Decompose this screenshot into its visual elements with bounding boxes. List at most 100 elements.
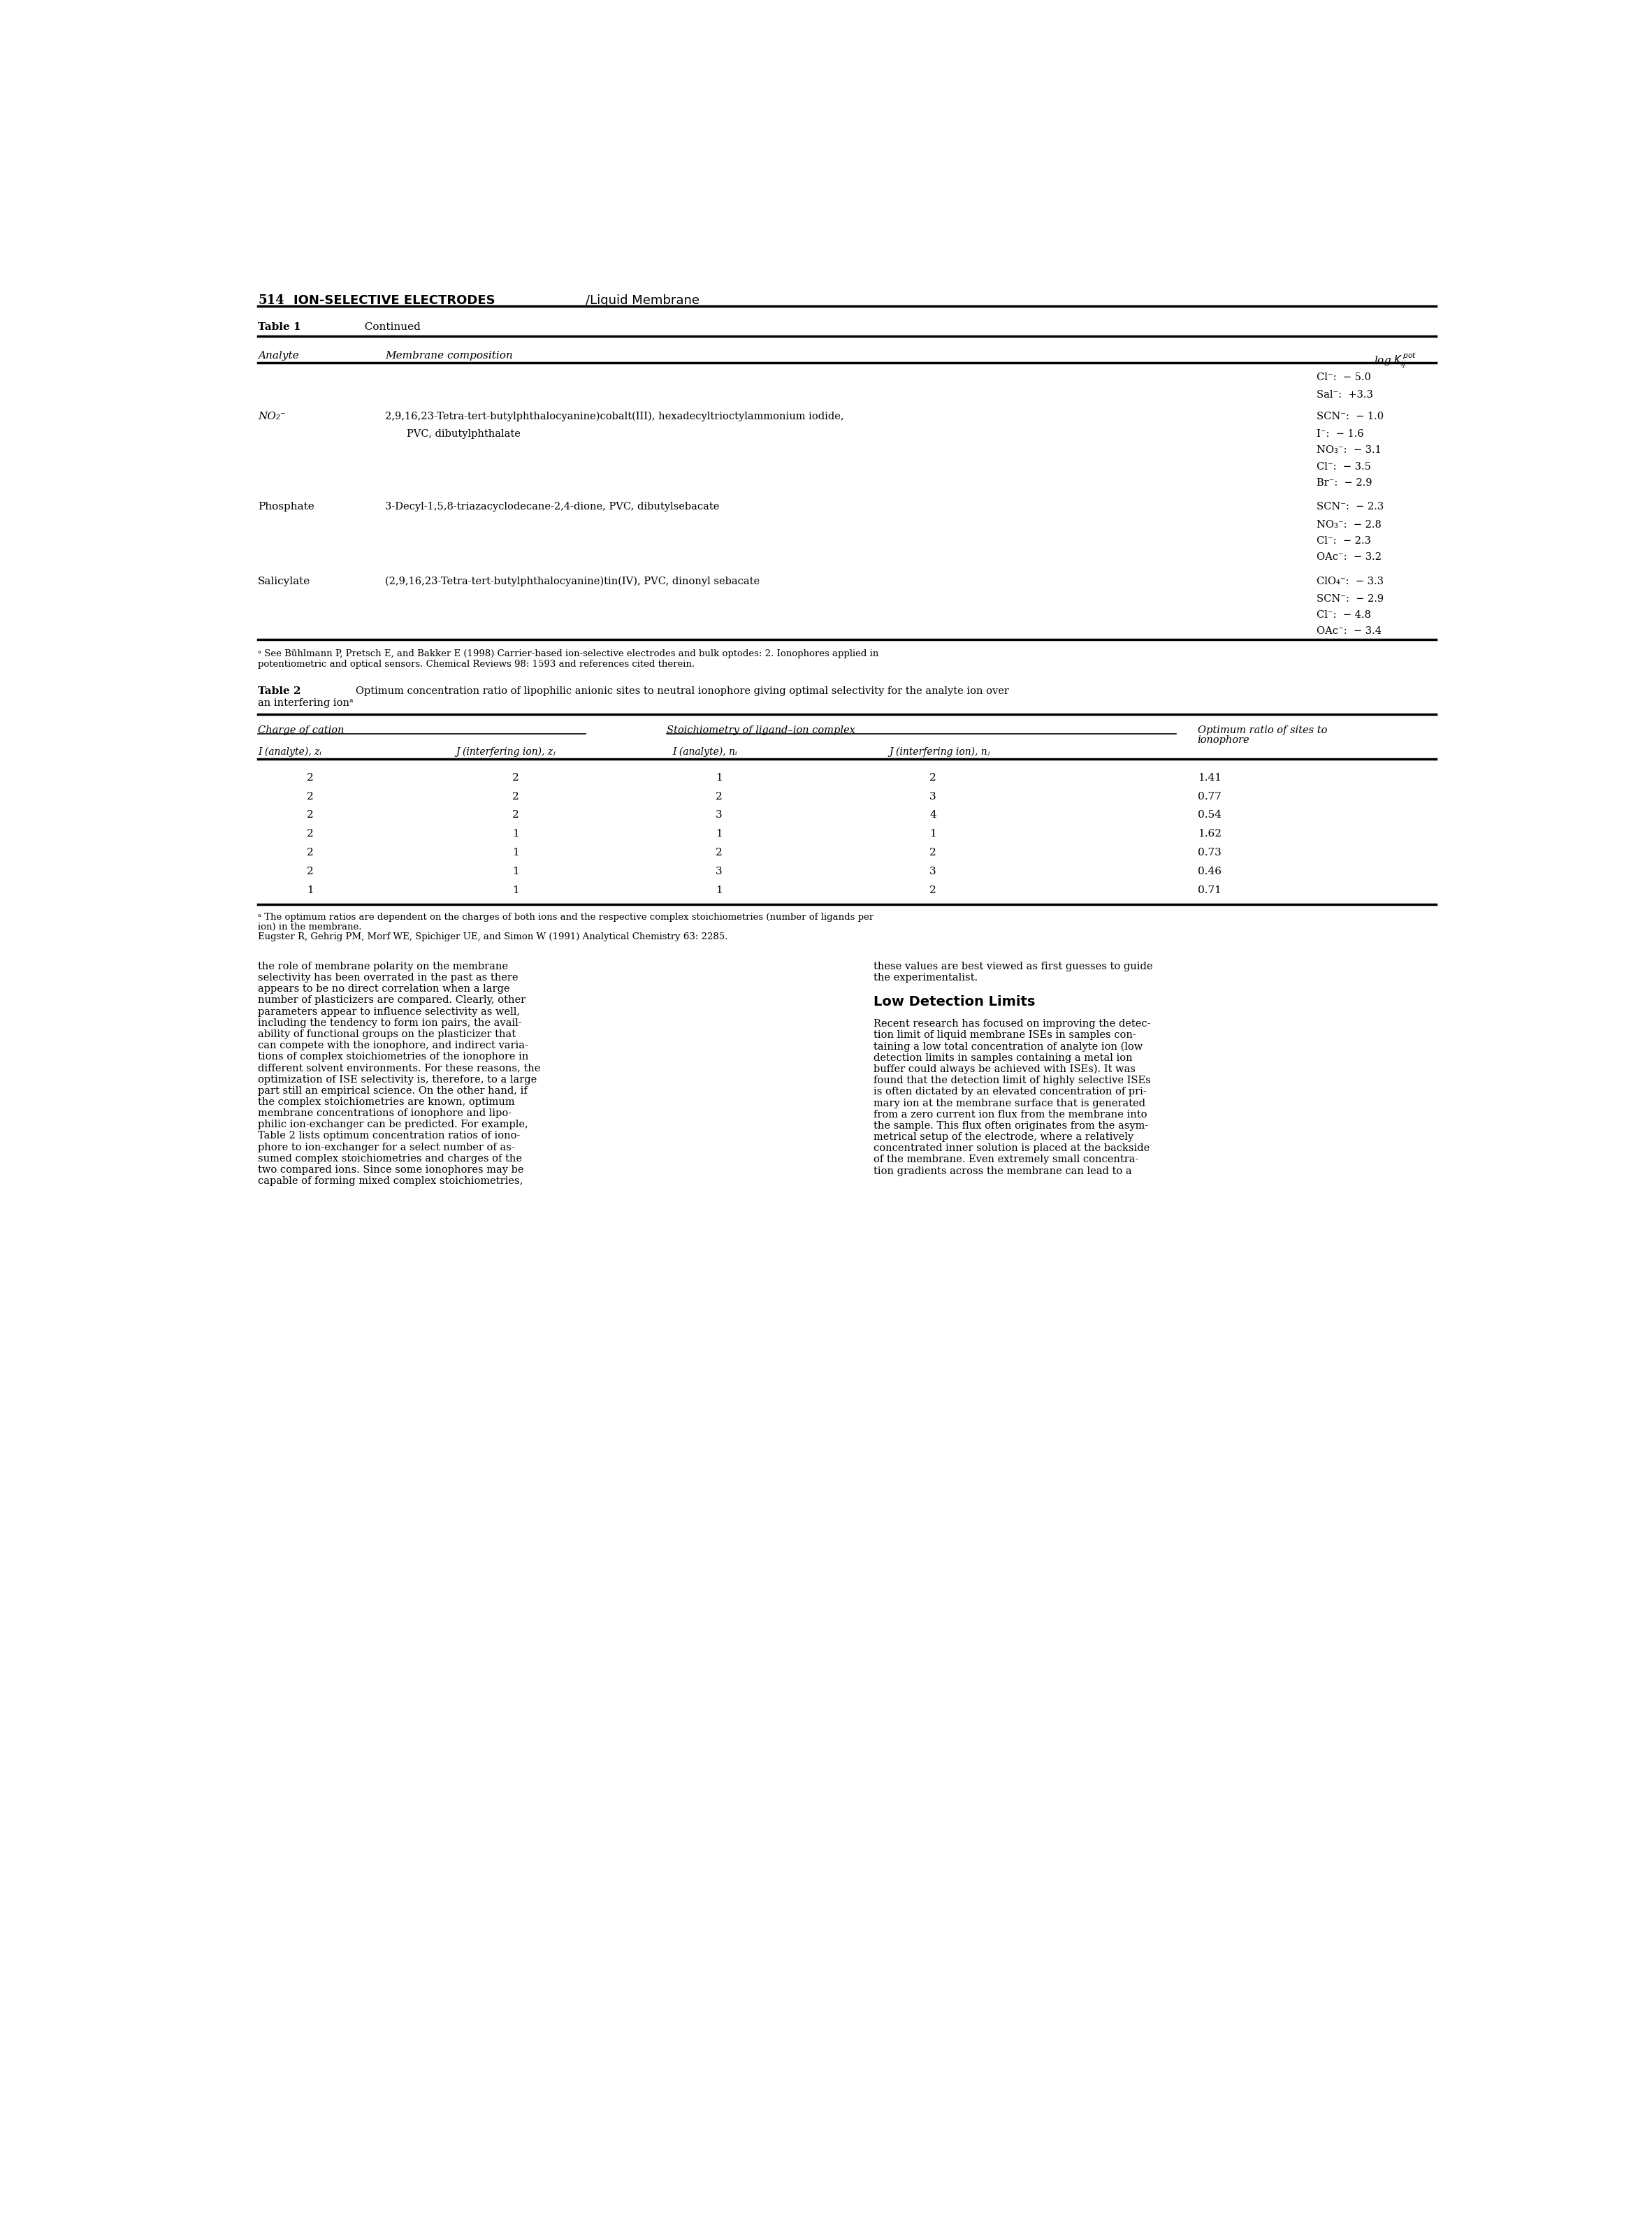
- Text: NO₂⁻: NO₂⁻: [258, 412, 286, 421]
- Text: of the membrane. Even extremely small concentra-: of the membrane. Even extremely small co…: [874, 1154, 1138, 1165]
- Text: the experimentalist.: the experimentalist.: [874, 974, 978, 983]
- Text: 2: 2: [512, 773, 519, 782]
- Text: 0.71: 0.71: [1198, 887, 1221, 896]
- Text: parameters appear to influence selectivity as well,: parameters appear to influence selectivi…: [258, 1007, 520, 1016]
- Text: detection limits in samples containing a metal ion: detection limits in samples containing a…: [874, 1054, 1133, 1063]
- Text: ION-SELECTIVE ELECTRODES: ION-SELECTIVE ELECTRODES: [292, 294, 496, 307]
- Text: two compared ions. Since some ionophores may be: two compared ions. Since some ionophores…: [258, 1165, 524, 1174]
- Text: 2: 2: [715, 849, 722, 858]
- Text: 1: 1: [512, 829, 519, 840]
- Text: Cl⁻:  − 5.0: Cl⁻: − 5.0: [1317, 372, 1371, 381]
- Text: appears to be no direct correlation when a large: appears to be no direct correlation when…: [258, 985, 510, 994]
- Text: NO₃⁻:  − 2.8: NO₃⁻: − 2.8: [1317, 519, 1381, 530]
- Text: ability of functional groups on the plasticizer that: ability of functional groups on the plas…: [258, 1029, 515, 1038]
- Text: these values are best viewed as first guesses to guide: these values are best viewed as first gu…: [874, 962, 1153, 971]
- Text: Stoichiometry of ligand–ion complex: Stoichiometry of ligand–ion complex: [667, 726, 856, 735]
- Text: Table 2 lists optimum concentration ratios of iono-: Table 2 lists optimum concentration rati…: [258, 1132, 520, 1141]
- Text: 2: 2: [307, 811, 314, 820]
- Text: Salicylate: Salicylate: [258, 577, 311, 586]
- Text: Phosphate: Phosphate: [258, 501, 314, 512]
- Text: ᵃ See Bühlmann P, Pretsch E, and Bakker E (1998) Carrier-based ion-selective ele: ᵃ See Bühlmann P, Pretsch E, and Bakker …: [258, 648, 879, 659]
- Text: Cl⁻:  − 3.5: Cl⁻: − 3.5: [1317, 461, 1371, 472]
- Text: tion limit of liquid membrane ISEs in samples con-: tion limit of liquid membrane ISEs in sa…: [874, 1032, 1137, 1040]
- Text: NO₃⁻:  − 3.1: NO₃⁻: − 3.1: [1317, 446, 1381, 455]
- Text: 2: 2: [512, 811, 519, 820]
- Text: PVC, dibutylphthalate: PVC, dibutylphthalate: [406, 430, 520, 439]
- Text: 1: 1: [512, 849, 519, 858]
- Text: J (interfering ion), zⱼ: J (interfering ion), zⱼ: [456, 746, 555, 758]
- Text: ClO₄⁻:  − 3.3: ClO₄⁻: − 3.3: [1317, 577, 1384, 586]
- Text: 1: 1: [512, 867, 519, 876]
- Text: 1.62: 1.62: [1198, 829, 1221, 840]
- Text: 2: 2: [930, 849, 937, 858]
- Text: Charge of cation: Charge of cation: [258, 726, 344, 735]
- Text: is often dictated by an elevated concentration of pri-: is often dictated by an elevated concent…: [874, 1087, 1146, 1096]
- Text: metrical setup of the electrode, where a relatively: metrical setup of the electrode, where a…: [874, 1132, 1133, 1143]
- Text: the role of membrane polarity on the membrane: the role of membrane polarity on the mem…: [258, 962, 509, 971]
- Text: concentrated inner solution is placed at the backside: concentrated inner solution is placed at…: [874, 1143, 1150, 1154]
- Text: 514: 514: [258, 294, 284, 307]
- Text: SCN⁻:  − 2.3: SCN⁻: − 2.3: [1317, 501, 1384, 512]
- Text: 2: 2: [307, 849, 314, 858]
- Text: Membrane composition: Membrane composition: [385, 350, 512, 361]
- Text: 2: 2: [307, 791, 314, 802]
- Text: 2: 2: [512, 791, 519, 802]
- Text: 2: 2: [307, 773, 314, 782]
- Text: Optimum concentration ratio of lipophilic anionic sites to neutral ionophore giv: Optimum concentration ratio of lipophili…: [347, 686, 1009, 697]
- Text: 4: 4: [930, 811, 937, 820]
- Text: 1: 1: [307, 887, 314, 896]
- Text: optimization of ISE selectivity is, therefore, to a large: optimization of ISE selectivity is, ther…: [258, 1074, 537, 1085]
- Text: 0.54: 0.54: [1198, 811, 1221, 820]
- Text: ionophore: ionophore: [1198, 735, 1251, 746]
- Text: 0.73: 0.73: [1198, 849, 1221, 858]
- Text: number of plasticizers are compared. Clearly, other: number of plasticizers are compared. Cle…: [258, 996, 525, 1005]
- Text: Low Detection Limits: Low Detection Limits: [874, 996, 1036, 1009]
- Text: ᵃ The optimum ratios are dependent on the charges of both ions and the respectiv: ᵃ The optimum ratios are dependent on th…: [258, 913, 874, 922]
- Text: ion) in the membrane.: ion) in the membrane.: [258, 922, 362, 931]
- Text: including the tendency to form ion pairs, the avail-: including the tendency to form ion pairs…: [258, 1018, 522, 1027]
- Text: potentiometric and optical sensors. Chemical Reviews 98: 1593 and references cit: potentiometric and optical sensors. Chem…: [258, 659, 695, 668]
- Text: Cl⁻:  − 4.8: Cl⁻: − 4.8: [1317, 610, 1371, 619]
- Text: from a zero current ion flux from the membrane into: from a zero current ion flux from the me…: [874, 1110, 1148, 1118]
- Text: different solvent environments. For these reasons, the: different solvent environments. For thes…: [258, 1063, 540, 1074]
- Text: Br⁻:  − 2.9: Br⁻: − 2.9: [1317, 477, 1373, 488]
- Text: 3: 3: [930, 791, 937, 802]
- Text: 2,9,16,23-Tetra-tert-butylphthalocyanine)cobalt(III), hexadecyltrioctylammonium : 2,9,16,23-Tetra-tert-butylphthalocyanine…: [385, 412, 844, 421]
- Text: 1.41: 1.41: [1198, 773, 1221, 782]
- Text: Sal⁻:  +3.3: Sal⁻: +3.3: [1317, 390, 1373, 399]
- Text: capable of forming mixed complex stoichiometries,: capable of forming mixed complex stoichi…: [258, 1176, 524, 1185]
- Text: tion gradients across the membrane can lead to a: tion gradients across the membrane can l…: [874, 1165, 1132, 1176]
- Text: SCN⁻:  − 2.9: SCN⁻: − 2.9: [1317, 595, 1384, 604]
- Text: 3: 3: [930, 867, 937, 876]
- Text: 3: 3: [715, 867, 722, 876]
- Text: Table 2: Table 2: [258, 686, 301, 697]
- Text: 3: 3: [715, 811, 722, 820]
- Text: 1: 1: [715, 887, 722, 896]
- Text: 1: 1: [930, 829, 937, 840]
- Text: tions of complex stoichiometries of the ionophore in: tions of complex stoichiometries of the …: [258, 1052, 529, 1063]
- Text: Continued: Continued: [358, 323, 421, 332]
- Text: mary ion at the membrane surface that is generated: mary ion at the membrane surface that is…: [874, 1098, 1145, 1107]
- Text: OAc⁻:  − 3.2: OAc⁻: − 3.2: [1317, 553, 1381, 561]
- Text: 2: 2: [307, 829, 314, 840]
- Text: Eugster R, Gehrig PM, Morf WE, Spichiger UE, and Simon W (1991) Analytical Chemi: Eugster R, Gehrig PM, Morf WE, Spichiger…: [258, 931, 729, 940]
- Text: 3-Decyl-1,5,8-triazacyclodecane-2,4-dione, PVC, dibutylsebacate: 3-Decyl-1,5,8-triazacyclodecane-2,4-dion…: [385, 501, 720, 512]
- Text: taining a low total concentration of analyte ion (low: taining a low total concentration of ana…: [874, 1043, 1143, 1052]
- Text: 2: 2: [307, 867, 314, 876]
- Text: (2,9,16,23-Tetra-tert-butylphthalocyanine)tin(IV), PVC, dinonyl sebacate: (2,9,16,23-Tetra-tert-butylphthalocyanin…: [385, 577, 760, 586]
- Text: I (analyte), zᵢ: I (analyte), zᵢ: [258, 746, 322, 758]
- Text: buffer could always be achieved with ISEs). It was: buffer could always be achieved with ISE…: [874, 1065, 1135, 1074]
- Text: /Liquid Membrane: /Liquid Membrane: [585, 294, 699, 307]
- Text: 0.77: 0.77: [1198, 791, 1221, 802]
- Text: 1: 1: [715, 773, 722, 782]
- Text: 2: 2: [930, 887, 937, 896]
- Text: the sample. This flux often originates from the asym-: the sample. This flux often originates f…: [874, 1121, 1148, 1130]
- Text: philic ion-exchanger can be predicted. For example,: philic ion-exchanger can be predicted. F…: [258, 1121, 529, 1130]
- Text: 2: 2: [715, 791, 722, 802]
- Text: Table 1: Table 1: [258, 323, 301, 332]
- Text: an interfering ionᵃ: an interfering ionᵃ: [258, 697, 354, 709]
- Text: 0.46: 0.46: [1198, 867, 1221, 876]
- Text: 1: 1: [715, 829, 722, 840]
- Text: SCN⁻:  − 1.0: SCN⁻: − 1.0: [1317, 412, 1384, 421]
- Text: can compete with the ionophore, and indirect varia-: can compete with the ionophore, and indi…: [258, 1040, 529, 1049]
